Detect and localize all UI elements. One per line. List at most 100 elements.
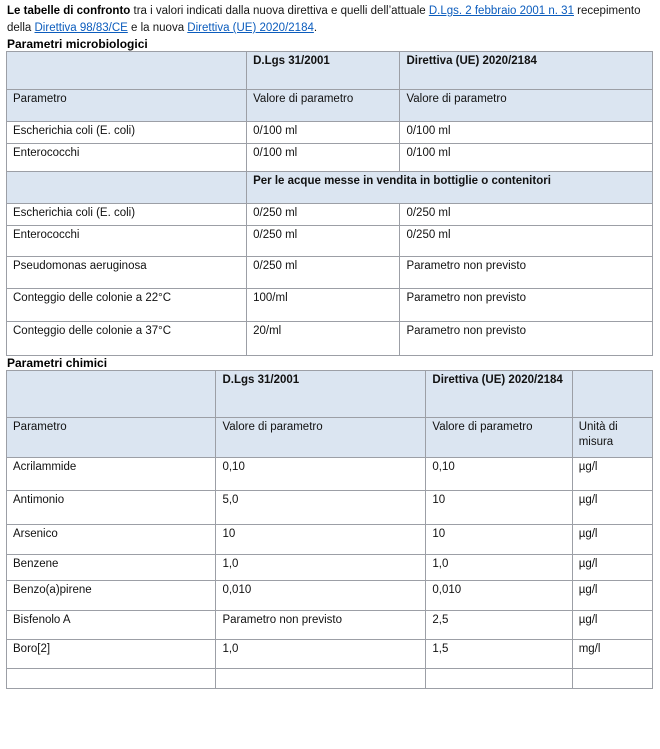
table-row: Conteggio delle colonie a 37°C 20/ml Par…: [5, 321, 653, 356]
value-cell: Parametro non previsto: [399, 288, 653, 322]
param-cell: Pseudomonas aeruginosa: [5, 256, 248, 289]
value-cell: 0,010: [425, 580, 573, 611]
intro-text-1: tra i valori indicati dalla nuova dirett…: [130, 5, 429, 17]
value-cell: 0/250 ml: [246, 256, 401, 289]
table-row: Pseudomonas aeruginosa 0/250 ml Parametr…: [5, 256, 653, 289]
unit-cell: µg/l: [571, 490, 654, 525]
param-cell: Benzene: [5, 554, 217, 581]
value-cell: 0,10: [215, 457, 427, 491]
header-cell-direttiva: Direttiva (UE) 2020/2184: [425, 370, 573, 418]
bottled-water-header-row: Per le acque messe in vendita in bottigl…: [5, 171, 653, 204]
link-direttiva-ue-2020[interactable]: Direttiva (UE) 2020/2184: [187, 22, 314, 34]
value-cell: 0/100 ml: [399, 121, 653, 144]
subheader-valore-1: Valore di parametro: [215, 417, 427, 458]
bottled-water-header-cell: Per le acque messe in vendita in bottigl…: [246, 171, 653, 204]
header-cell-direttiva: Direttiva (UE) 2020/2184: [399, 51, 653, 90]
param-cell: Boro[2]: [5, 639, 217, 669]
value-cell: 0/250 ml: [246, 225, 401, 257]
param-cell: Enterococchi: [5, 225, 248, 257]
param-cell: Antimonio: [5, 490, 217, 525]
unit-cell: mg/l: [571, 639, 654, 669]
param-cell: Bisfenolo A: [5, 610, 217, 640]
param-cell: Acrilammide: [5, 457, 217, 491]
value-cell: 0/250 ml: [246, 203, 401, 226]
value-cell: [215, 668, 427, 689]
header-cell-empty: [571, 370, 654, 418]
value-cell: 0,010: [215, 580, 427, 611]
value-cell: 0/100 ml: [246, 143, 401, 172]
link-direttiva-98-83[interactable]: Direttiva 98/83/CE: [34, 22, 128, 34]
param-cell: Enterococchi: [5, 143, 248, 172]
param-cell: Escherichia coli (E. coli): [5, 203, 248, 226]
subheader-valore-1: Valore di parametro: [246, 89, 401, 122]
header-cell-empty: [5, 51, 248, 90]
param-cell: [5, 668, 217, 689]
unit-cell: µg/l: [571, 457, 654, 491]
table-row: Acrilammide 0,10 0,10 µg/l: [5, 457, 654, 491]
table-row: Enterococchi 0/250 ml 0/250 ml: [5, 225, 653, 257]
intro-text-3: e la nuova: [127, 22, 188, 34]
value-cell: 0/100 ml: [246, 121, 401, 144]
section-title-microbiological: Parametri microbiologici: [7, 37, 148, 51]
table-row: Escherichia coli (E. coli) 0/250 ml 0/25…: [5, 203, 653, 226]
value-cell: 100/ml: [246, 288, 401, 322]
table-row: Benzene 1,0 1,0 µg/l: [5, 554, 654, 581]
table-row: Conteggio delle colonie a 22°C 100/ml Pa…: [5, 288, 653, 322]
value-cell: 2,5: [425, 610, 573, 640]
table-row: Enterococchi 0/100 ml 0/100 ml: [5, 143, 653, 172]
unit-cell: [571, 668, 654, 689]
subheader-unita: Unità di misura: [571, 417, 654, 458]
value-cell: Parametro non previsto: [215, 610, 427, 640]
unit-cell: µg/l: [571, 554, 654, 581]
param-cell: Arsenico: [5, 524, 217, 555]
table-row: Arsenico 10 10 µg/l: [5, 524, 654, 555]
unit-cell: µg/l: [571, 524, 654, 555]
unit-cell: µg/l: [571, 610, 654, 640]
value-cell: 1,0: [215, 639, 427, 669]
param-cell: Conteggio delle colonie a 22°C: [5, 288, 248, 322]
table-row: Bisfenolo A Parametro non previsto 2,5 µ…: [5, 610, 654, 640]
table-row: Antimonio 5,0 10 µg/l: [5, 490, 654, 525]
table-row-clipped: [5, 668, 654, 689]
intro-bold-lead: Le tabelle di confronto: [7, 5, 131, 17]
value-cell: 1,5: [425, 639, 573, 669]
table-row: Boro[2] 1,0 1,5 mg/l: [5, 639, 654, 669]
table-row: Escherichia coli (E. coli) 0/100 ml 0/10…: [5, 121, 653, 144]
header-cell-dlgs: D.Lgs 31/2001: [215, 370, 427, 418]
intro-paragraph: Le tabelle di confronto tra i valori ind…: [7, 3, 653, 37]
microbiological-table: D.Lgs 31/2001 Direttiva (UE) 2020/2184 P…: [5, 51, 653, 356]
document-page: Le tabelle di confronto tra i valori ind…: [5, 3, 654, 689]
value-cell: 1,0: [425, 554, 573, 581]
table-header-row: D.Lgs 31/2001 Direttiva (UE) 2020/2184: [5, 51, 653, 90]
value-cell: Parametro non previsto: [399, 256, 653, 289]
header-cell-empty: [5, 370, 217, 418]
link-dlgs-2001[interactable]: D.Lgs. 2 febbraio 2001 n. 31: [428, 5, 574, 17]
table-subheader-row: Parametro Valore di parametro Valore di …: [5, 417, 654, 458]
table-row: Benzo(a)pirene 0,010 0,010 µg/l: [5, 580, 654, 611]
header-cell-dlgs: D.Lgs 31/2001: [246, 51, 401, 90]
value-cell: 10: [425, 490, 573, 525]
unit-cell: µg/l: [571, 580, 654, 611]
param-cell: Conteggio delle colonie a 37°C: [5, 321, 248, 356]
value-cell: [425, 668, 573, 689]
subheader-parametro: Parametro: [5, 417, 217, 458]
value-cell: Parametro non previsto: [399, 321, 653, 356]
value-cell: 0,10: [425, 457, 573, 491]
value-cell: 20/ml: [246, 321, 401, 356]
param-cell: Escherichia coli (E. coli): [5, 121, 248, 144]
subheader-valore-2: Valore di parametro: [399, 89, 653, 122]
intro-text-4: .: [313, 22, 318, 34]
subheader-valore-2: Valore di parametro: [425, 417, 573, 458]
value-cell: 0/250 ml: [399, 203, 653, 226]
value-cell: 1,0: [215, 554, 427, 581]
header-cell-empty: [5, 171, 248, 204]
table-subheader-row: Parametro Valore di parametro Valore di …: [5, 89, 653, 122]
table-header-row: D.Lgs 31/2001 Direttiva (UE) 2020/2184: [5, 370, 654, 418]
param-cell: Benzo(a)pirene: [5, 580, 217, 611]
value-cell: 0/100 ml: [399, 143, 653, 172]
subheader-parametro: Parametro: [5, 89, 248, 122]
value-cell: 5,0: [215, 490, 427, 525]
chemical-table: D.Lgs 31/2001 Direttiva (UE) 2020/2184 P…: [5, 370, 654, 689]
value-cell: 10: [425, 524, 573, 555]
value-cell: 0/250 ml: [399, 225, 653, 257]
